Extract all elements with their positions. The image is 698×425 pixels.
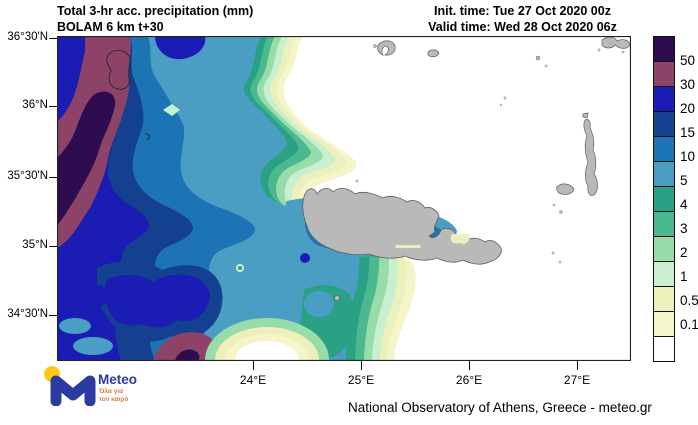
- island-anafi: [427, 49, 440, 58]
- colorbar-segment-c1_2: [653, 261, 675, 287]
- colorbar-value: 0.5: [680, 293, 698, 308]
- colorbar-segment-c15_20: [653, 111, 675, 137]
- valid-time: Valid time: Wed 28 Oct 2020 06z: [428, 20, 617, 34]
- islet-6: [499, 103, 503, 107]
- precipitation-map: [57, 36, 631, 361]
- islet-7: [552, 203, 556, 207]
- colorbar-segment-c20_30: [653, 86, 675, 112]
- colorbar-value: 15: [680, 125, 696, 140]
- logo-wordmark: Meteo: [98, 372, 138, 387]
- island-kasos: [556, 183, 575, 195]
- lat-tick: [49, 246, 57, 247]
- lon-label: 27°E: [563, 373, 591, 387]
- islet-5: [503, 96, 507, 100]
- map-frame: [57, 36, 631, 361]
- light-patch-1: [59, 318, 91, 334]
- islet-10: [558, 260, 562, 264]
- island-gavdos: [334, 295, 340, 301]
- colorbar-segment-c3_4: [653, 211, 675, 237]
- island-kythira-outline: [106, 50, 131, 90]
- colorbar-segment-c4_5: [653, 186, 675, 212]
- bottom-purple-speck: [175, 349, 200, 361]
- credit-text: National Observatory of Athens, Greece -…: [348, 400, 652, 415]
- lon-tick: [361, 361, 362, 370]
- islet-1: [597, 48, 601, 52]
- time-block: Init. time: Tue 27 Oct 2020 00z Valid tim…: [400, 3, 645, 35]
- meteo-logo: Meteo Όλα για τον καιρό: [36, 362, 186, 422]
- colorbar-value: 5: [680, 173, 688, 188]
- colorbar-value: 4: [680, 197, 688, 212]
- island-antikythira-outline: [144, 132, 151, 141]
- bottom-maroon-band: [153, 332, 216, 361]
- islet-2: [621, 50, 625, 54]
- south-royal-speck: [300, 253, 310, 263]
- islet-3: [535, 55, 541, 61]
- lat-tick: [49, 38, 57, 39]
- colorbar-segment-c01_05: [653, 311, 675, 337]
- colorbar-value: 20: [680, 101, 696, 116]
- logo-m-icon: [50, 375, 96, 406]
- lon-label: 24°E: [239, 373, 267, 387]
- colorbar-segment-c30_50: [653, 61, 675, 87]
- lon-label: 26°E: [455, 373, 483, 387]
- model-run-label: BOLAM 6 km t+30: [57, 20, 164, 34]
- colorbar-segment-c_gt50: [653, 36, 675, 62]
- colorbar-segment-c05_1: [653, 286, 675, 312]
- island-dia: [411, 201, 415, 205]
- lat-label: 35°N: [22, 239, 48, 251]
- crete-yellow-streak: [395, 245, 421, 248]
- lat-label: 34°30'N: [7, 308, 48, 320]
- precipitation-colorbar: [653, 36, 675, 362]
- colorbar-value: 50: [680, 53, 696, 68]
- lon-tick: [577, 361, 578, 370]
- lat-label: 35°30'N: [7, 170, 48, 182]
- islet-11: [355, 179, 359, 183]
- islet-4: [544, 64, 548, 68]
- islet-9: [551, 251, 555, 255]
- lat-tick: [49, 106, 57, 107]
- island-saria: [582, 112, 589, 119]
- lon-tick: [469, 361, 470, 370]
- bottom-teal-core: [304, 291, 334, 317]
- light-patch-2: [73, 337, 113, 355]
- colorbar-value: 3: [680, 221, 688, 236]
- colorbar-segment-c_lt01: [653, 336, 675, 362]
- lon-tick: [253, 361, 254, 370]
- map-title: Total 3-hr acc. precipitation (mm): [57, 4, 254, 18]
- island-santorini: [377, 40, 396, 56]
- colorbar-segment-c2_3: [653, 236, 675, 262]
- notch-dry-core: [235, 341, 299, 361]
- lat-tick: [49, 315, 57, 316]
- init-time: Init. time: Tue 27 Oct 2020 00z: [434, 4, 611, 18]
- island-karpathos: [583, 119, 598, 196]
- colorbar-value: 10: [680, 149, 696, 164]
- colorbar-value: 0.1: [680, 317, 698, 332]
- map-title-block: Total 3-hr acc. precipitation (mm) BOLAM …: [57, 3, 253, 35]
- lat-label: 36°30'N: [7, 31, 48, 43]
- colorbar-value: 2: [680, 245, 688, 260]
- top-royal-blob: [155, 36, 206, 60]
- colorbar-value: 1: [680, 269, 688, 284]
- crete-yellow-patch: [450, 234, 470, 244]
- colorbar-segment-c10_15: [653, 136, 675, 162]
- colorbar-value: 30: [680, 77, 696, 92]
- precipitation-field-svg: [57, 36, 631, 361]
- colorbar-segment-c5_10: [653, 161, 675, 187]
- lat-label: 36°N: [22, 99, 48, 111]
- lon-label: 25°E: [347, 373, 375, 387]
- contour-50mm-core: [57, 91, 116, 226]
- island-thirasia: [373, 44, 377, 48]
- mint-diamond: [163, 104, 180, 116]
- bottom-royal-blob-left: [74, 284, 113, 306]
- green-dot-inner: [238, 266, 242, 270]
- lat-tick: [49, 177, 57, 178]
- bottom-royal-butterfly: [104, 274, 210, 328]
- logo-tagline: Όλα για τον καιρό: [99, 388, 129, 403]
- islet-8: [559, 210, 563, 214]
